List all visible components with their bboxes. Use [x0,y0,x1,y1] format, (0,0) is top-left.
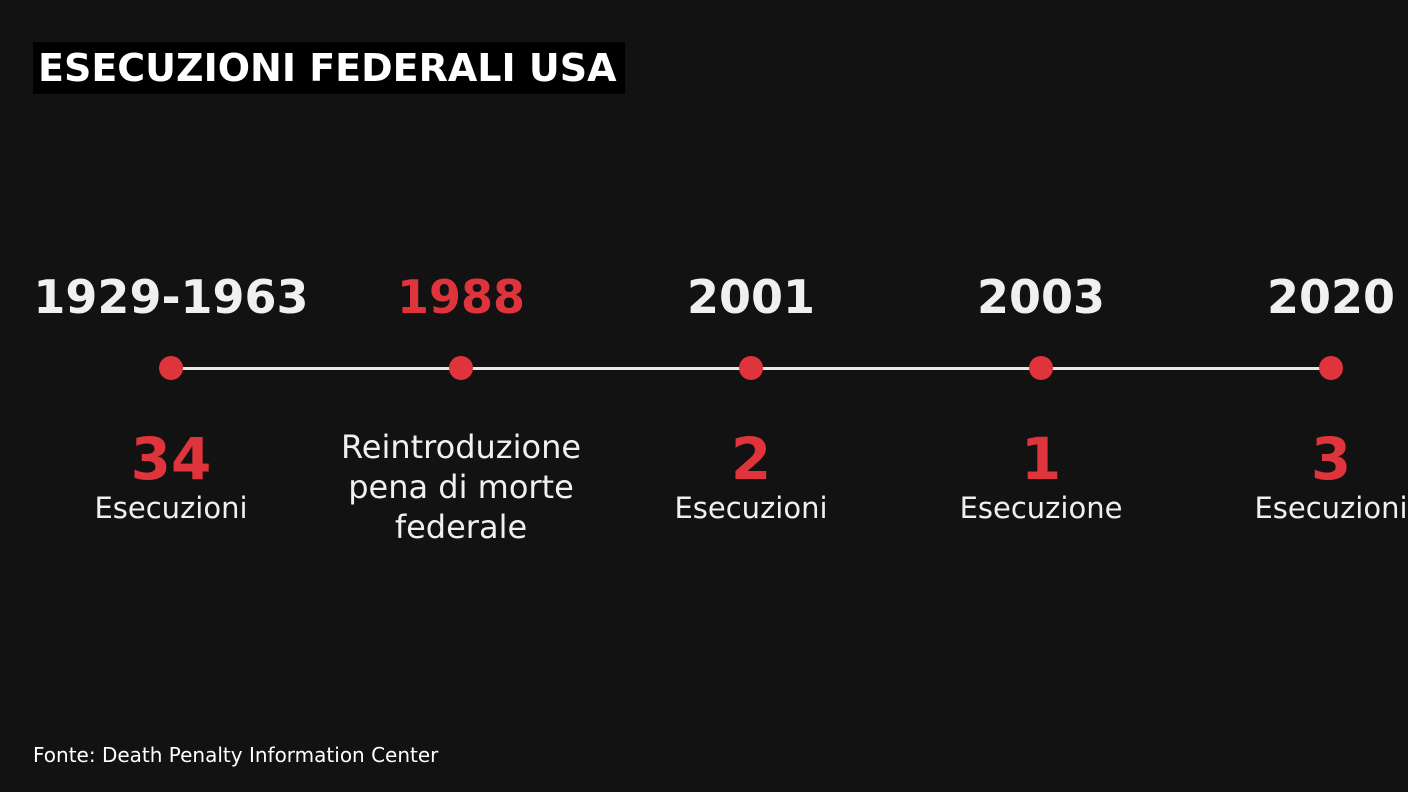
event-count: 2 [730,425,772,493]
event-year: 2003 [976,270,1106,324]
timeline-dot [159,356,183,380]
event-count-label: Esecuzione [959,491,1123,525]
timeline-event-2001: 2001 2 Esecuzioni [601,0,901,792]
event-count-label: Esecuzioni [674,491,828,525]
source-credit: Fonte: Death Penalty Information Center [33,743,439,767]
event-description-line: pena di morte [348,468,574,506]
event-count-label: Esecuzioni [94,491,248,525]
timeline-event-1988: 1988 Reintroduzione pena di morte federa… [311,0,611,792]
event-year: 2020 [1266,270,1396,324]
timeline-event-2020: 2020 3 Esecuzioni [1181,0,1408,792]
event-count-label: Esecuzioni [1254,491,1408,525]
timeline-dot [1319,356,1343,380]
event-count: 1 [1020,425,1062,493]
timeline-dot [1029,356,1053,380]
title-banner: ESECUZIONI FEDERALI USA [33,42,625,94]
page-title: ESECUZIONI FEDERALI USA [38,46,617,90]
event-description-line: federale [394,508,528,546]
timeline-dot [449,356,473,380]
timeline-dot [739,356,763,380]
event-count: 3 [1310,425,1352,493]
event-year: 1988 [396,270,526,324]
event-count: 34 [130,425,212,493]
timeline-event-1929-1963: 1929-1963 34 Esecuzioni [21,0,321,792]
event-year: 1929-1963 [33,270,309,324]
event-year: 2001 [686,270,816,324]
event-description: Reintroduzione pena di morte federale [311,427,611,547]
event-description-line: Reintroduzione [340,428,582,466]
timeline-event-2003: 2003 1 Esecuzione [891,0,1191,792]
